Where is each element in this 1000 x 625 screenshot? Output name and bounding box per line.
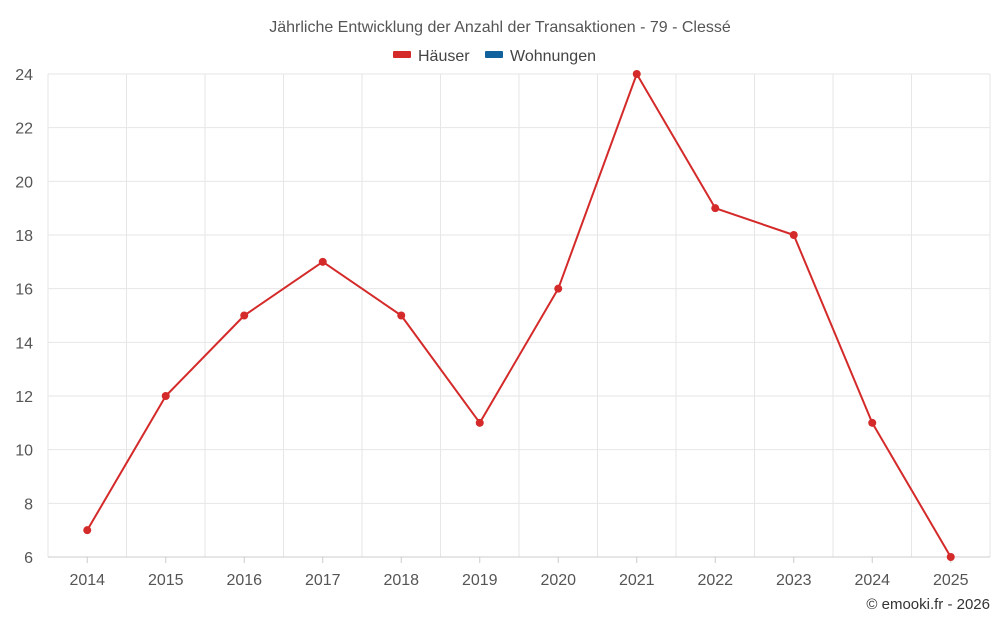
x-tick-label: 2022 (697, 572, 733, 589)
legend-label-wohnungen[interactable]: Wohnungen (510, 48, 596, 65)
x-tick-label: 2015 (148, 572, 184, 589)
y-tick-label: 18 (15, 228, 33, 245)
data-point[interactable] (161, 392, 170, 400)
data-point[interactable] (868, 418, 877, 427)
y-tick-label: 12 (15, 389, 33, 406)
data-point[interactable] (789, 231, 798, 239)
data-point[interactable] (83, 526, 92, 535)
x-tick-label: 2018 (383, 572, 419, 589)
y-tick-label: 10 (15, 443, 33, 460)
data-point[interactable] (946, 553, 955, 561)
y-tick-label: 14 (15, 335, 33, 352)
data-point[interactable] (475, 418, 484, 427)
data-point[interactable] (632, 70, 641, 78)
series-haeuser (83, 70, 955, 561)
x-tick-label: 2024 (854, 572, 890, 589)
data-point[interactable] (318, 257, 327, 266)
x-tick-label: 2014 (69, 572, 105, 589)
chart-title: Jährliche Entwicklung der Anzahl der Tra… (269, 19, 731, 36)
y-tick-label: 20 (15, 174, 33, 191)
x-tick-label: 2017 (305, 572, 341, 589)
grid (47, 73, 991, 557)
data-point[interactable] (240, 311, 249, 320)
y-tick-label: 16 (15, 282, 33, 299)
legend-swatch-wohnungen (485, 51, 503, 58)
x-tick-label: 2023 (776, 572, 812, 589)
x-tick-label: 2025 (933, 572, 969, 589)
x-tick-label: 2016 (226, 572, 262, 589)
x-tick-label: 2019 (462, 572, 498, 589)
legend-label-haeuser[interactable]: Häuser (418, 48, 470, 65)
x-tick-label: 2021 (619, 572, 655, 589)
y-tick-label: 8 (24, 496, 33, 513)
series-line (86, 73, 952, 558)
legend: Häuser Wohnungen (393, 48, 596, 65)
y-tick-label: 22 (15, 121, 33, 138)
y-tick-label: 6 (24, 550, 33, 567)
data-point[interactable] (397, 311, 406, 320)
data-point[interactable] (711, 204, 720, 213)
legend-swatch-haeuser (393, 51, 411, 58)
data-point[interactable] (554, 284, 563, 293)
x-tick-label: 2020 (540, 572, 576, 589)
y-tick-label: 24 (15, 67, 33, 84)
credit-text: © emooki.fr - 2026 (866, 596, 990, 613)
